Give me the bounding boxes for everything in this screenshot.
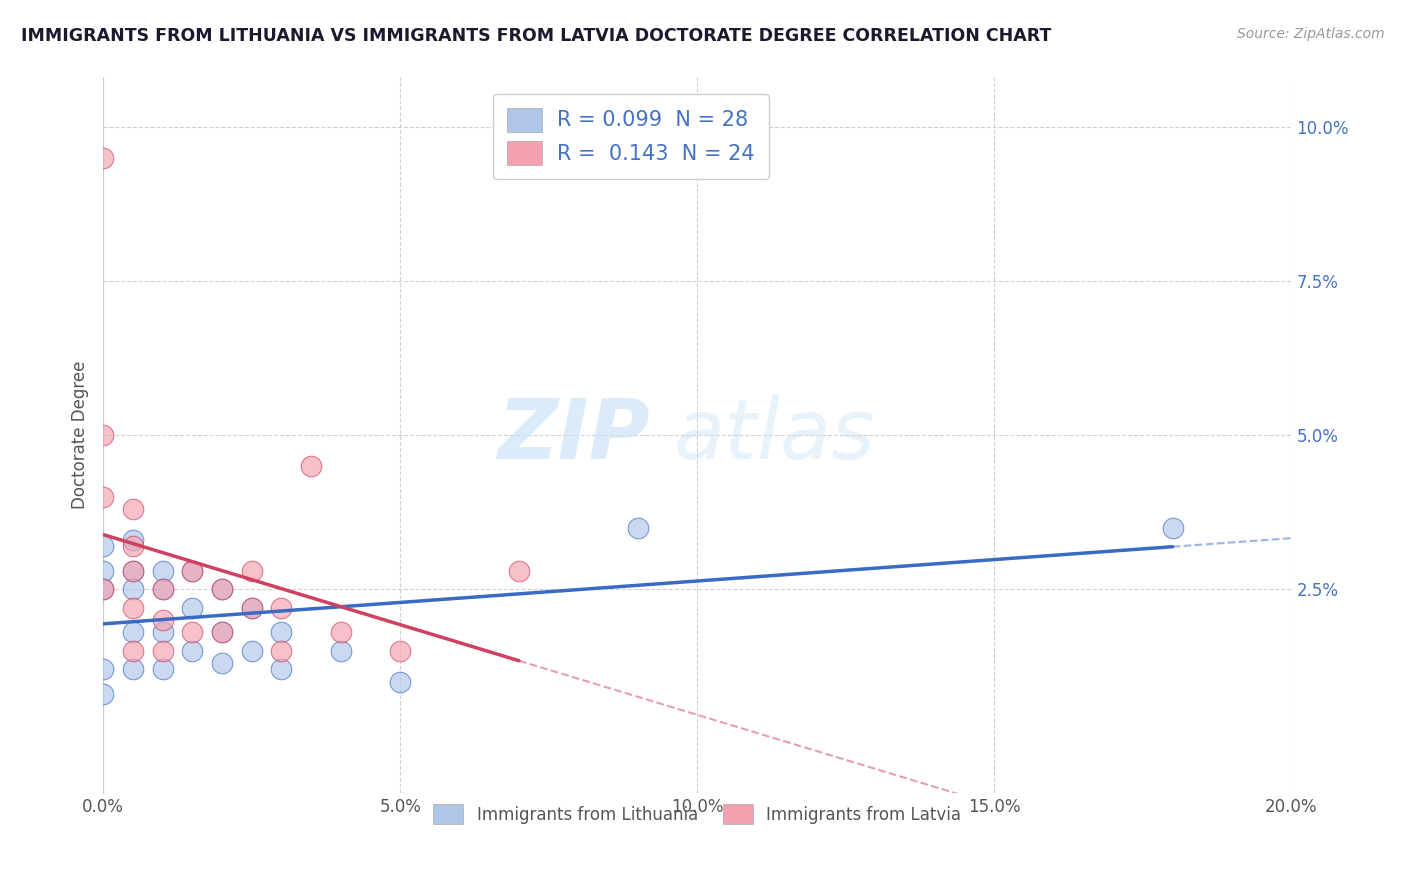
Text: ZIP: ZIP	[498, 394, 650, 475]
Point	[329, 625, 352, 640]
Point	[121, 564, 143, 578]
Point	[240, 600, 263, 615]
Point	[121, 625, 143, 640]
Point	[299, 458, 322, 473]
Point	[152, 644, 174, 658]
Text: Source: ZipAtlas.com: Source: ZipAtlas.com	[1237, 27, 1385, 41]
Point	[91, 687, 114, 701]
Point	[270, 662, 292, 676]
Point	[240, 600, 263, 615]
Point	[181, 564, 204, 578]
Point	[121, 644, 143, 658]
Point	[181, 564, 204, 578]
Point	[1161, 520, 1184, 534]
Point	[627, 520, 650, 534]
Point	[91, 662, 114, 676]
Point	[152, 564, 174, 578]
Point	[121, 502, 143, 516]
Text: IMMIGRANTS FROM LITHUANIA VS IMMIGRANTS FROM LATVIA DOCTORATE DEGREE CORRELATION: IMMIGRANTS FROM LITHUANIA VS IMMIGRANTS …	[21, 27, 1052, 45]
Text: atlas: atlas	[673, 394, 875, 475]
Point	[329, 644, 352, 658]
Point	[211, 625, 233, 640]
Point	[389, 644, 412, 658]
Point	[121, 582, 143, 597]
Point	[270, 600, 292, 615]
Point	[121, 600, 143, 615]
Point	[508, 564, 530, 578]
Point	[121, 539, 143, 553]
Point	[181, 600, 204, 615]
Point	[152, 625, 174, 640]
Point	[152, 582, 174, 597]
Point	[240, 644, 263, 658]
Point	[270, 625, 292, 640]
Point	[91, 539, 114, 553]
Point	[270, 644, 292, 658]
Legend: Immigrants from Lithuania, Immigrants from Latvia: Immigrants from Lithuania, Immigrants fr…	[423, 794, 972, 834]
Point	[211, 582, 233, 597]
Point	[91, 564, 114, 578]
Point	[91, 151, 114, 165]
Point	[121, 662, 143, 676]
Point	[240, 564, 263, 578]
Point	[181, 625, 204, 640]
Point	[181, 644, 204, 658]
Point	[91, 428, 114, 442]
Point	[121, 533, 143, 547]
Y-axis label: Doctorate Degree: Doctorate Degree	[72, 361, 89, 509]
Point	[91, 490, 114, 504]
Point	[152, 662, 174, 676]
Point	[121, 564, 143, 578]
Point	[91, 582, 114, 597]
Point	[211, 582, 233, 597]
Point	[389, 674, 412, 689]
Point	[211, 656, 233, 670]
Point	[152, 582, 174, 597]
Point	[211, 625, 233, 640]
Point	[91, 582, 114, 597]
Point	[152, 613, 174, 627]
